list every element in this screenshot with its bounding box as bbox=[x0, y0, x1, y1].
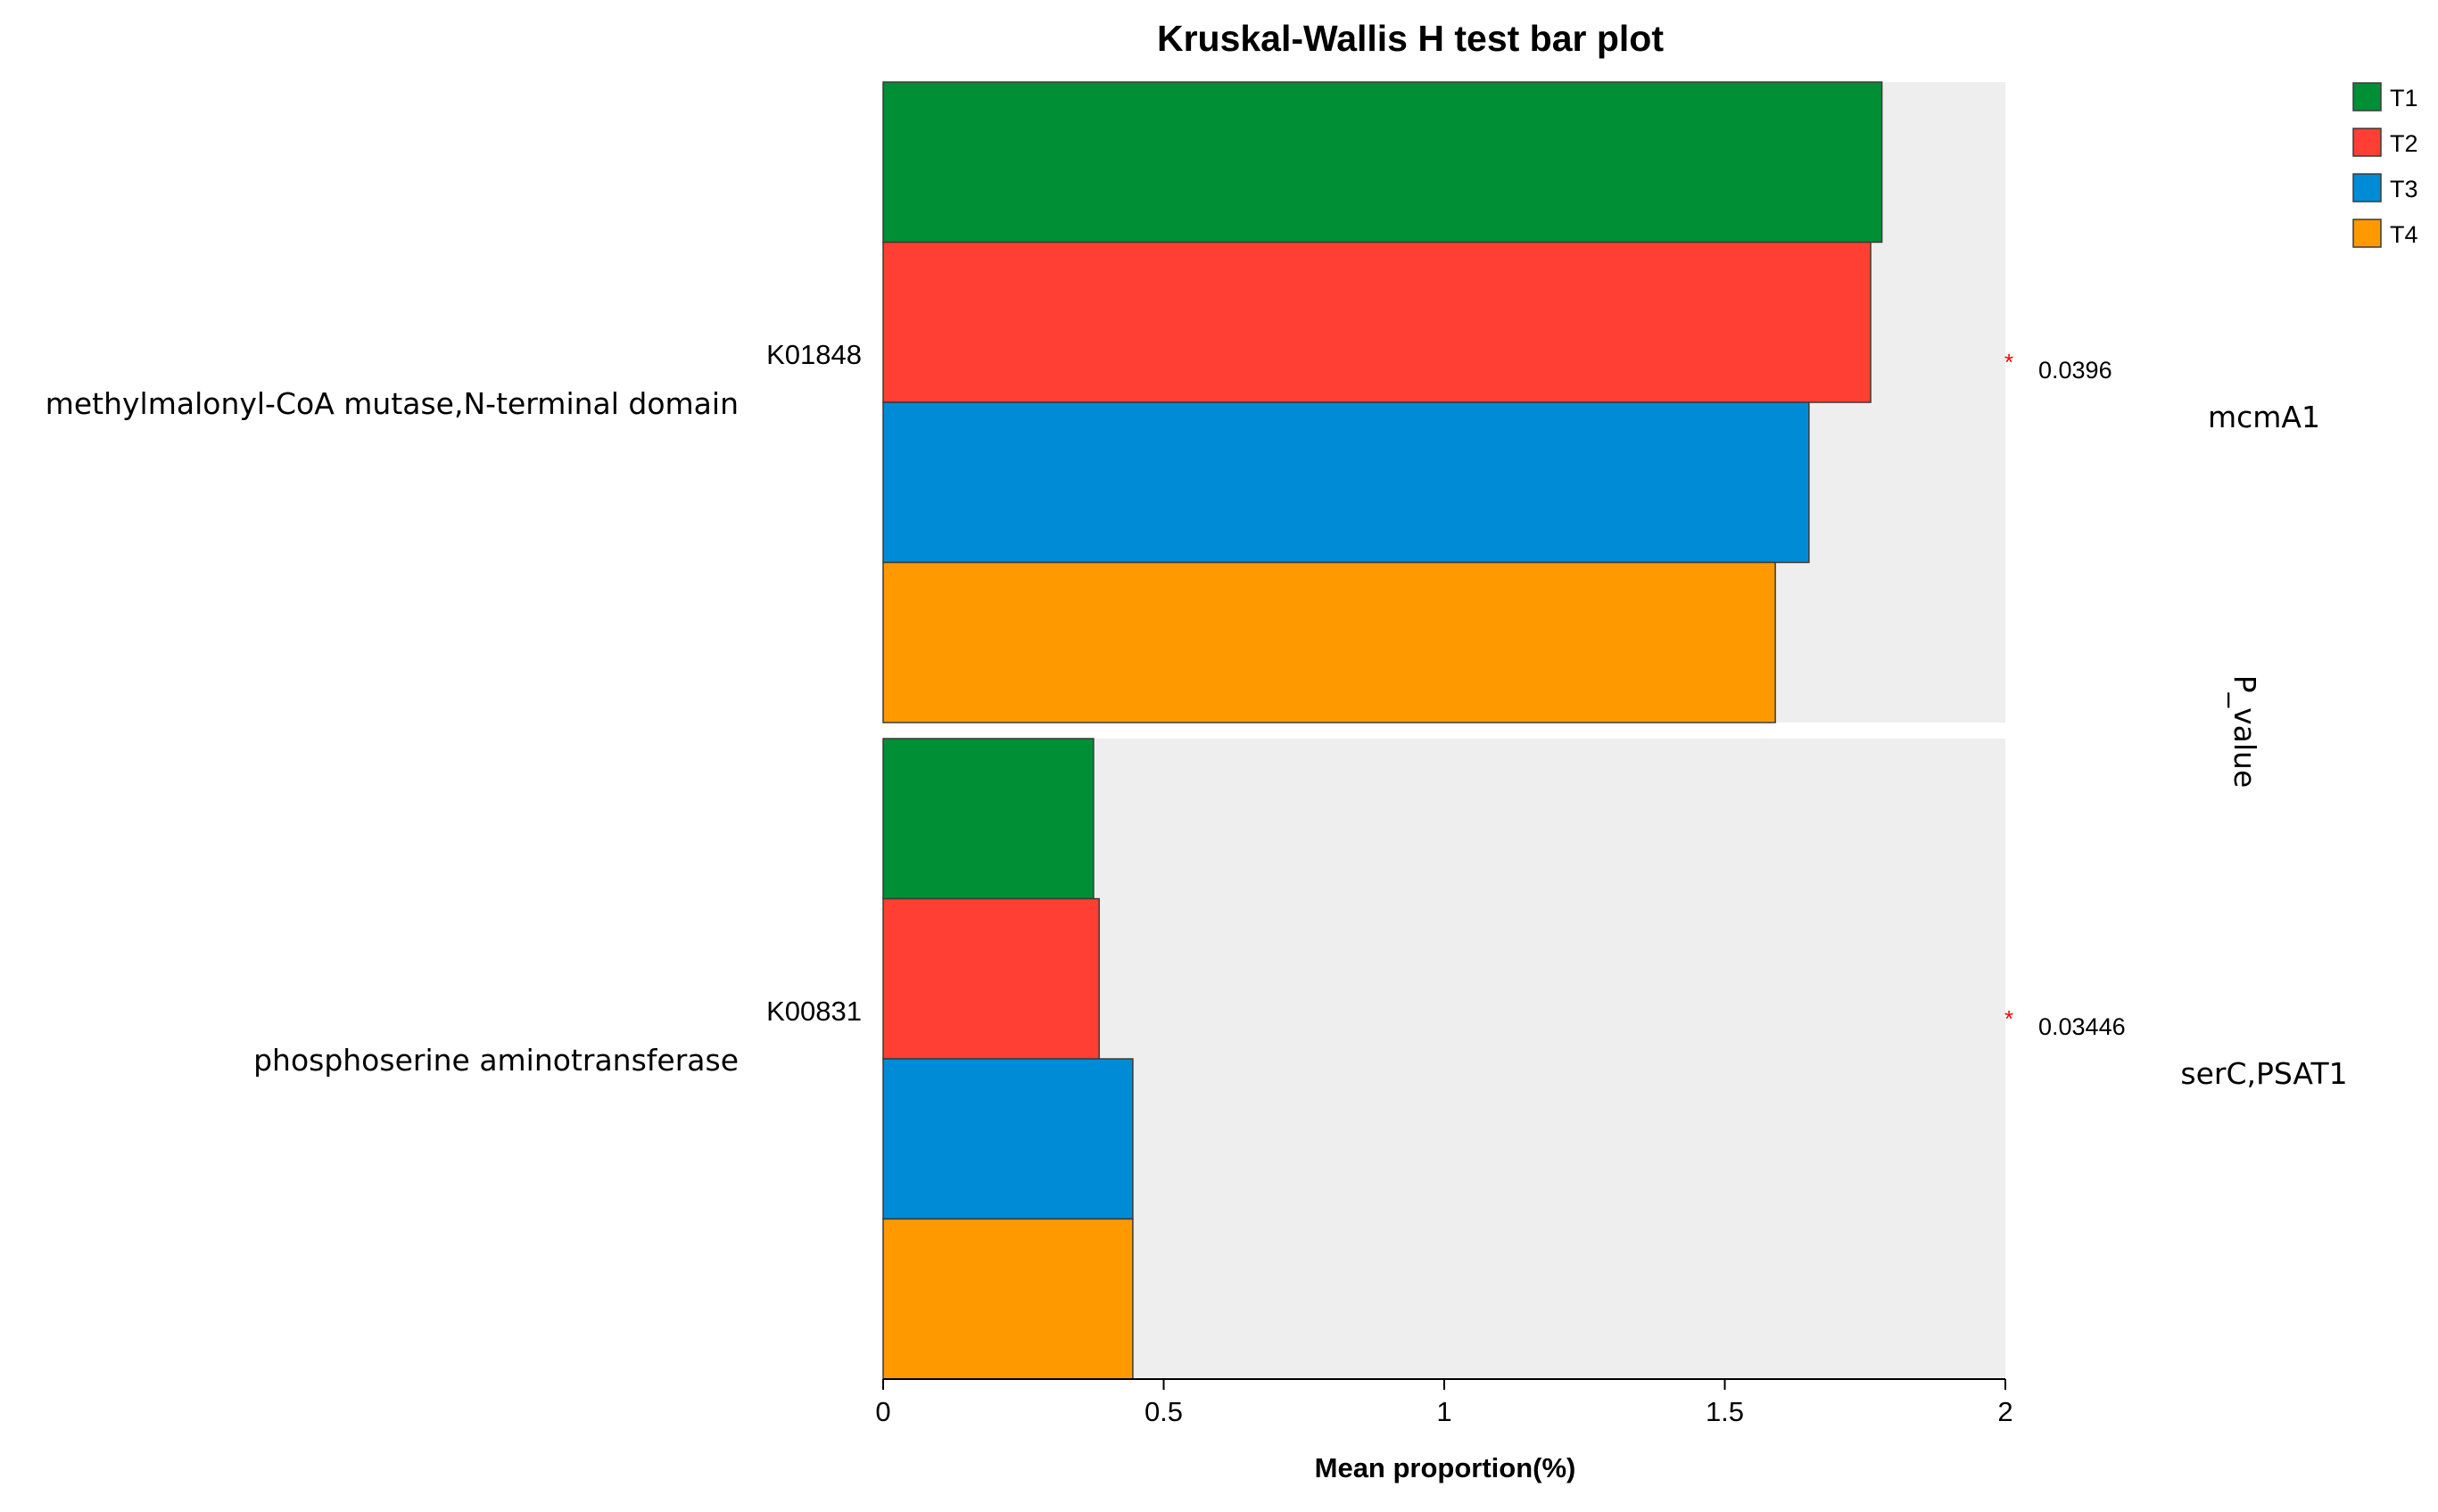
x-axis: 0 0.5 1 1.5 2 bbox=[875, 1378, 2013, 1427]
p-value-label: 0.03446 bbox=[2038, 1013, 2126, 1040]
legend-swatch-T3 bbox=[2352, 173, 2382, 202]
feature-id-label: K01848 bbox=[766, 339, 862, 370]
x-tick-label: 1.5 bbox=[1706, 1396, 1744, 1427]
bar-K01848-T3 bbox=[882, 401, 1810, 564]
bar-K00831-T1 bbox=[882, 738, 1095, 900]
legend-swatch-T1 bbox=[2352, 82, 2382, 112]
row-labels: K01848 methylmalonyl-CoA mutase,N-termina… bbox=[45, 339, 2348, 1091]
significance-marker: * bbox=[2004, 349, 2013, 376]
legend-swatch-T4 bbox=[2352, 219, 2382, 248]
legend-label-T4: T4 bbox=[2390, 221, 2418, 248]
bar-K00831-T3 bbox=[882, 1058, 1134, 1220]
bar-K01848-T1 bbox=[882, 81, 1883, 244]
chart-title: Kruskal-Wallis H test bar plot bbox=[1157, 18, 1664, 59]
bars bbox=[882, 81, 1883, 1380]
significance-marker: * bbox=[2004, 1005, 2013, 1032]
legend: T1 T2 T3 T4 bbox=[2352, 82, 2418, 248]
x-tick-label: 0 bbox=[875, 1396, 890, 1427]
p-value-label: 0.0396 bbox=[2038, 357, 2112, 384]
feature-description-label: methylmalonyl-CoA mutase,N-terminal doma… bbox=[45, 386, 739, 421]
feature-id-label: K00831 bbox=[766, 996, 862, 1027]
bar-K01848-T4 bbox=[882, 561, 1776, 723]
x-axis-title: Mean proportion(%) bbox=[1315, 1452, 1576, 1483]
gene-name-label: mcmA1 bbox=[2208, 400, 2320, 434]
bar-K01848-T2 bbox=[882, 241, 1872, 403]
legend-swatch-T2 bbox=[2352, 128, 2382, 157]
legend-label-T3: T3 bbox=[2390, 176, 2418, 202]
p-value-axis-title: P_value bbox=[2227, 675, 2262, 789]
gene-name-label: serC,PSAT1 bbox=[2180, 1056, 2347, 1091]
x-tick-label: 1 bbox=[1436, 1396, 1451, 1427]
bar-K00831-T4 bbox=[882, 1218, 1134, 1380]
x-tick-label: 0.5 bbox=[1145, 1396, 1183, 1427]
legend-label-T1: T1 bbox=[2390, 85, 2418, 112]
legend-label-T2: T2 bbox=[2390, 130, 2418, 157]
x-tick-label: 2 bbox=[1997, 1396, 2012, 1427]
feature-description-label: phosphoserine aminotransferase bbox=[253, 1043, 739, 1078]
bar-K00831-T2 bbox=[882, 897, 1100, 1060]
